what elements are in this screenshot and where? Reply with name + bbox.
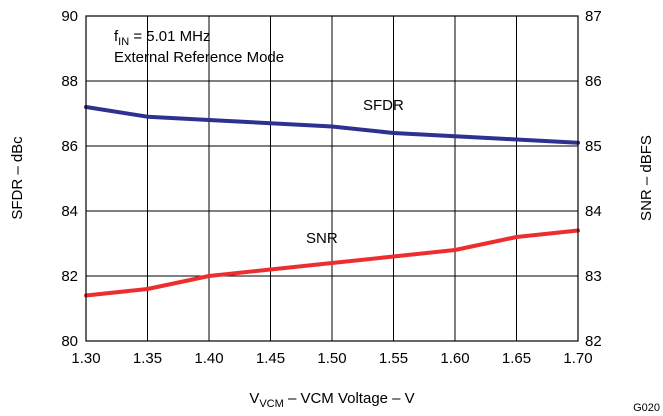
y-right-tick-label: 83	[585, 268, 602, 285]
data-point-snr	[207, 274, 211, 278]
y-left-tick-label: 82	[61, 268, 78, 285]
y-right-tick-label: 85	[585, 138, 602, 155]
y-right-tick-label: 87	[585, 8, 602, 25]
figure-code: G020	[633, 402, 660, 414]
data-point-sfdr	[207, 118, 211, 122]
data-point-sfdr	[453, 134, 457, 139]
data-point-snr	[391, 254, 396, 259]
series-layer	[84, 105, 580, 298]
ticks-layer: 1.30 1.35 1.40 1.45 1.50 1.55 1.60 1.65 1.70 80 82…	[61, 8, 601, 367]
x-tick-label: 1.45	[256, 350, 285, 367]
y-axis-left-title: SFDR – dBc	[9, 136, 26, 220]
data-point-sfdr	[391, 131, 396, 135]
data-point-snr	[330, 261, 334, 265]
x-tick-label: 1.35	[133, 350, 162, 367]
data-point-snr	[268, 267, 273, 272]
data-point-snr	[514, 235, 519, 239]
x-tick-label: 1.55	[379, 350, 408, 367]
y-right-tick-label: 84	[585, 203, 602, 220]
y-axis-right-title: SNR – dBFS	[638, 135, 655, 221]
data-point-sfdr	[145, 114, 150, 119]
y-left-tick-label: 86	[61, 138, 78, 155]
data-point-snr	[453, 248, 457, 252]
x-tick-label: 1.65	[502, 350, 531, 367]
x-tick-label: 1.40	[194, 350, 223, 367]
x-tick-label: 1.50	[317, 350, 346, 367]
y-left-tick-label: 90	[61, 8, 78, 25]
data-point-sfdr	[268, 121, 273, 126]
x-tick-label: 1.30	[71, 350, 100, 367]
x-tick-label: 1.60	[440, 350, 469, 367]
y-right-tick-label: 82	[585, 333, 602, 350]
annotation-line1: fIN = 5.01 MHz	[114, 28, 210, 48]
x-tick-label: 1.70	[563, 350, 592, 367]
data-point-snr	[145, 287, 150, 291]
y-left-tick-label: 88	[61, 73, 78, 90]
data-point-sfdr	[330, 124, 334, 129]
annotation-line2: External Reference Mode	[114, 49, 284, 66]
plot-frame	[85, 15, 579, 342]
y-right-tick-label: 86	[585, 73, 602, 90]
x-axis-title: VVCM – VCM Voltage – V	[249, 390, 414, 410]
data-point-sfdr	[514, 137, 519, 142]
grid	[86, 16, 578, 341]
y-left-tick-label: 80	[61, 333, 78, 350]
series-label-snr: SNR	[306, 230, 338, 247]
y-left-tick-label: 84	[61, 203, 78, 220]
series-label-sfdr: SFDR	[363, 97, 404, 114]
